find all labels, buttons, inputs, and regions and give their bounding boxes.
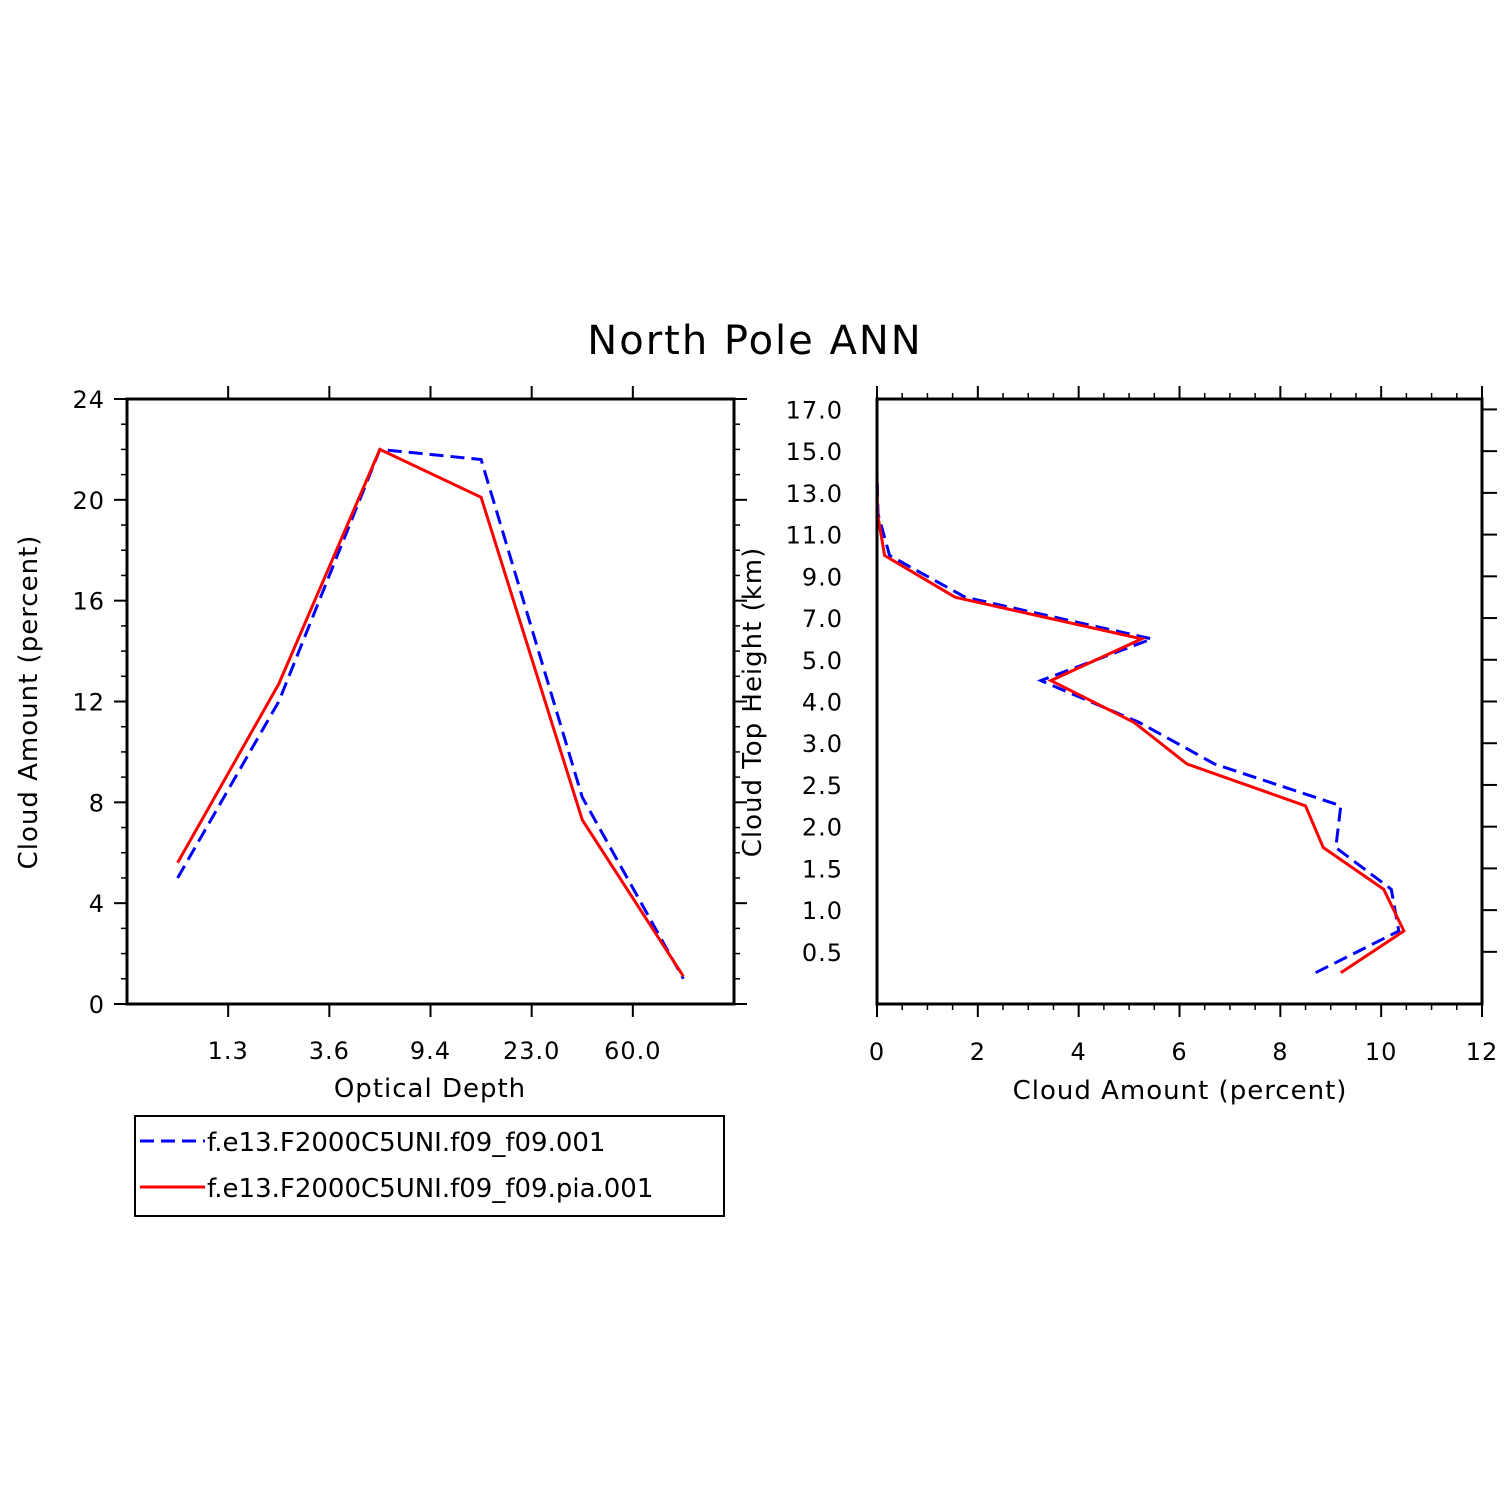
right-x-axis-label: Cloud Amount (percent) <box>1013 1076 1348 1106</box>
left-x-tick-label: 1.3 <box>208 1037 249 1065</box>
left-y-tick-label: 20 <box>72 487 105 515</box>
right-y-tick-label: 15.0 <box>786 438 843 466</box>
left-x-tick-label: 3.6 <box>309 1037 350 1065</box>
right-y-tick-label: 2.0 <box>802 814 843 842</box>
left-x-tick-label: 60.0 <box>604 1037 661 1065</box>
right-panel: 0.5 1.0 1.5 2.0 2.5 3.0 4.0 5.0 7.0 9.0 11.0 13.0 15… <box>738 386 1499 1106</box>
left-y-axis-label: Cloud Amount (percent) <box>14 535 44 870</box>
right-series-line-1 <box>877 399 1401 975</box>
right-x-tick-label: 12 <box>1466 1038 1499 1066</box>
right-y-tick-label: 13.0 <box>786 480 843 508</box>
right-x-tick-label: 10 <box>1365 1038 1398 1066</box>
right-y-tick-label: 9.0 <box>802 563 843 591</box>
legend-label-blue: f.e13.F2000C5UNI.f09_f09.001 <box>207 1128 605 1158</box>
left-y-tick-label: 12 <box>72 689 105 717</box>
left-x-axis-label: Optical Depth <box>334 1074 526 1104</box>
left-panel: 0 4 8 12 16 20 24 1.3 3.6 9.4 23.0 60.0 Optical Dep… <box>14 386 747 1104</box>
right-y-tick-label: 7.0 <box>802 605 843 633</box>
right-x-tick-label: 6 <box>1171 1038 1187 1066</box>
left-y-tick-label: 8 <box>89 789 105 817</box>
right-x-tick-label: 8 <box>1272 1038 1288 1066</box>
left-y-tick-label: 24 <box>72 386 105 414</box>
right-y-tick-label: 3.0 <box>802 730 843 758</box>
left-tick-labels: 0 4 8 12 16 20 24 1.3 3.6 9.4 23.0 60.0 <box>72 386 661 1065</box>
right-series-line-2 <box>877 399 1406 974</box>
legend-box <box>134 1115 725 1217</box>
right-y-tick-label: 17.0 <box>786 396 843 424</box>
right-tick-labels: 0.5 1.0 1.5 2.0 2.5 3.0 4.0 5.0 7.0 9.0 11.0 13.0 15… <box>786 396 1499 1066</box>
right-y-tick-label: 4.0 <box>802 689 843 717</box>
left-x-tick-label: 9.4 <box>410 1037 451 1065</box>
right-plot-frame <box>875 397 1484 1006</box>
left-series-line-1 <box>176 447 685 980</box>
right-x-tick-label: 0 <box>869 1038 885 1066</box>
right-y-tick-label: 2.5 <box>802 772 843 800</box>
right-series <box>877 399 1406 975</box>
legend: f.e13.F2000C5UNI.f09_f09.001 f.e13.F2000… <box>134 1115 725 1217</box>
right-x-tick-label: 2 <box>970 1038 986 1066</box>
right-y-tick-label: 1.0 <box>802 897 843 925</box>
right-y-tick-label: 5.0 <box>802 647 843 675</box>
right-y-axis-label: Cloud Top Height (km) <box>738 547 768 858</box>
right-y-tick-label: 11.0 <box>786 522 843 550</box>
right-y-tick-label: 1.5 <box>802 855 843 883</box>
left-series-line-2 <box>176 447 685 978</box>
legend-label-red: f.e13.F2000C5UNI.f09_f09.pia.001 <box>207 1174 653 1204</box>
left-x-tick-label: 23.0 <box>503 1037 560 1065</box>
right-ticks <box>876 386 1497 1017</box>
left-ticks <box>114 386 747 1017</box>
left-y-tick-label: 16 <box>72 588 105 616</box>
right-x-tick-label: 4 <box>1071 1038 1087 1066</box>
left-y-tick-label: 0 <box>89 991 105 1019</box>
right-y-tick-label: 0.5 <box>802 939 843 967</box>
left-y-tick-label: 4 <box>89 890 105 918</box>
left-plot-frame <box>125 397 736 1006</box>
figure-title: North Pole ANN <box>587 318 922 364</box>
left-series <box>176 447 685 980</box>
